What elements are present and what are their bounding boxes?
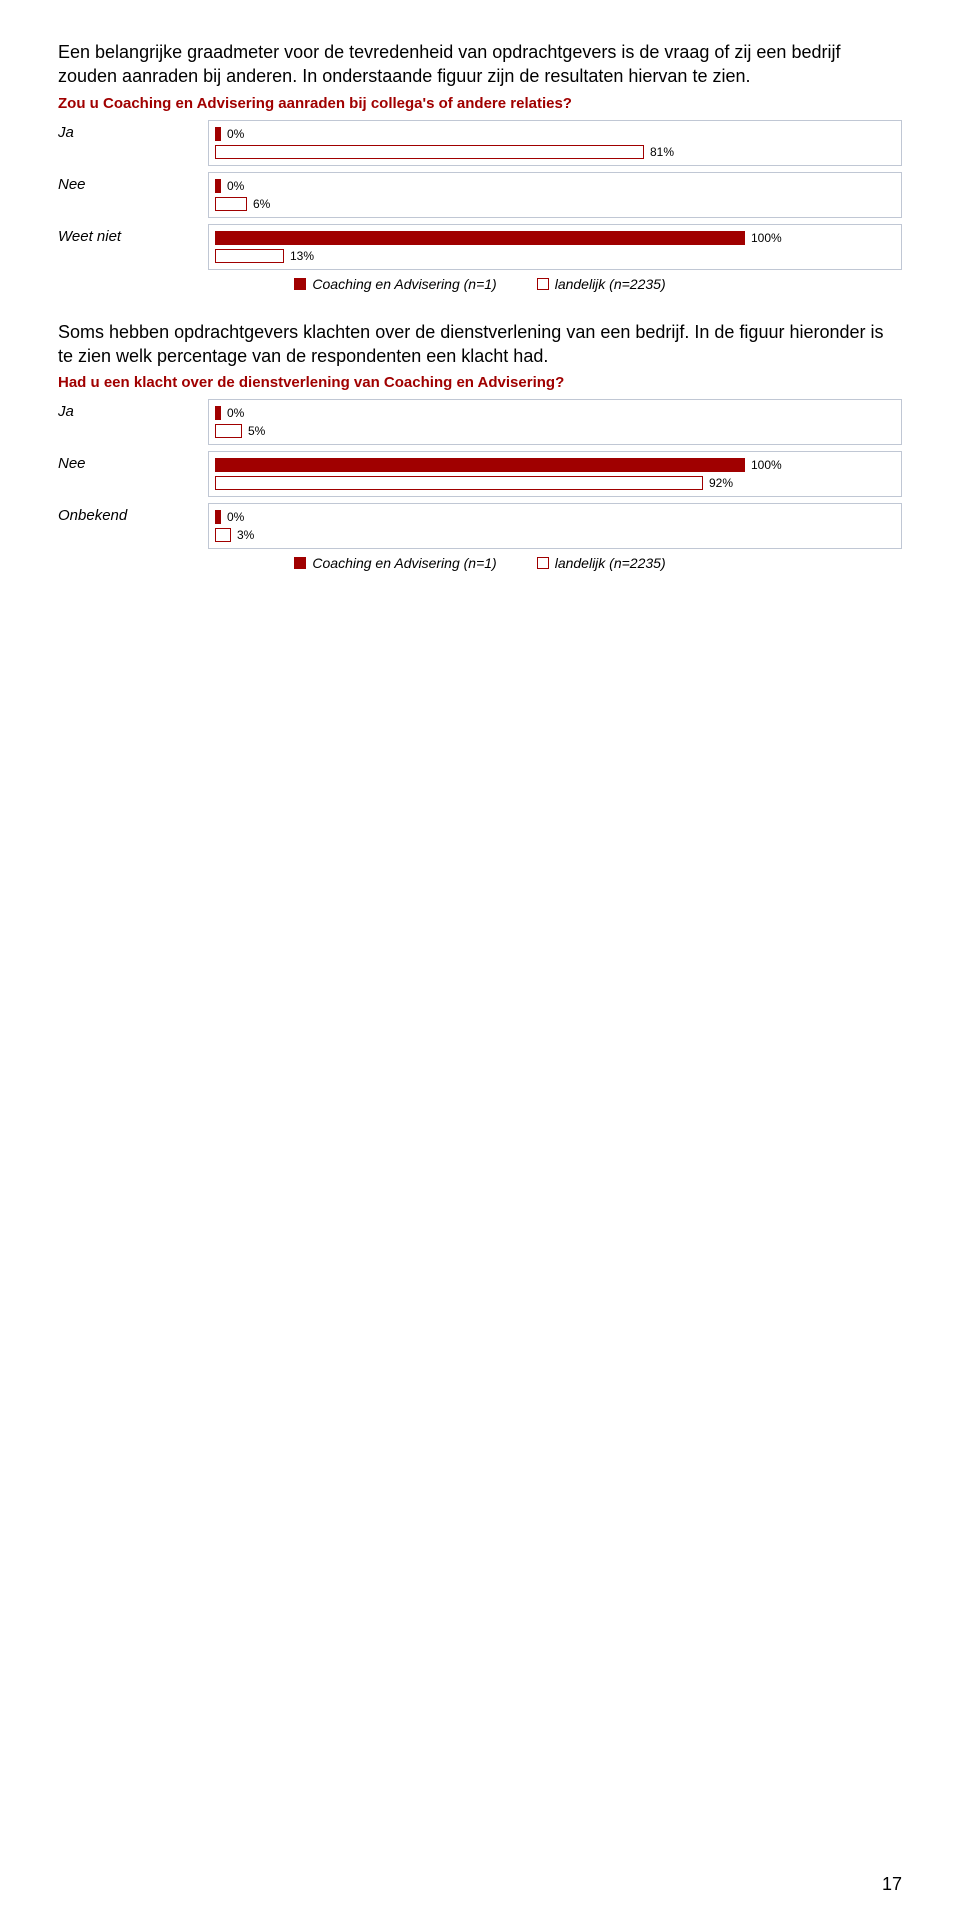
chart-row-bars: 0% 5% [208, 399, 902, 445]
chart-bar-series2 [215, 476, 703, 490]
chart-bar-line: 0% [215, 177, 895, 195]
chart-row: Onbekend0%3% [58, 503, 902, 549]
chart-bar-line: 100% [215, 456, 895, 474]
chart-bar-value: 3% [237, 528, 254, 542]
chart-bar-series1 [215, 179, 221, 193]
chart-row-bars: 0% 81% [208, 120, 902, 166]
chart-bar-series2 [215, 145, 644, 159]
chart-bar-series1 [215, 231, 745, 245]
chart-bar [215, 458, 745, 472]
chart2: Ja0%5%Nee100%92%Onbekend0%3%Coaching en … [58, 399, 902, 571]
chart-bar-value: 100% [751, 231, 782, 245]
chart-bar-line: 3% [215, 526, 895, 544]
chart-bar-series2 [215, 249, 284, 263]
legend-swatch-icon [294, 278, 306, 290]
chart-row: Nee 0% 6% [58, 172, 902, 218]
chart-bar-line: 13% [215, 247, 895, 265]
intro-paragraph-2: Soms hebben opdrachtgevers klachten over… [58, 320, 902, 369]
chart-row-label: Weet niet [58, 224, 208, 245]
chart-bar [215, 197, 247, 211]
chart-bar [215, 127, 221, 141]
chart-row-label: Nee [58, 451, 208, 472]
chart-legend: Coaching en Advisering (n=1) landelijk (n… [58, 555, 902, 571]
chart-bar [215, 406, 221, 420]
chart-bar-line: 81% [215, 143, 895, 161]
legend-label: Coaching en Advisering (n=1) [312, 555, 496, 571]
chart-legend: Coaching en Advisering (n=1) landelijk (n… [58, 276, 902, 292]
legend-swatch-icon [294, 557, 306, 569]
chart-bar-line: 100% [215, 229, 895, 247]
chart-bar [215, 145, 644, 159]
chart1-question: Zou u Coaching en Advisering aanraden bi… [58, 95, 902, 112]
chart-bar-line: 92% [215, 474, 895, 492]
chart-bar-value: 13% [290, 249, 314, 263]
intro-paragraph-1: Een belangrijke graadmeter voor de tevre… [58, 40, 902, 89]
chart-row-bars: 0%3% [208, 503, 902, 549]
chart2-question: Had u een klacht over de dienstverlening… [58, 374, 902, 391]
chart-bar [215, 249, 284, 263]
chart-row-label: Onbekend [58, 503, 208, 524]
chart1: Ja 0% 81% Nee 0% 6% Weet niet 100% 13% Coaching e… [58, 120, 902, 292]
legend-swatch-icon [537, 557, 549, 569]
chart-bar [215, 510, 221, 524]
chart-row-label: Nee [58, 172, 208, 193]
chart-legend-item: Coaching en Advisering (n=1) [294, 276, 496, 292]
chart-bar-value: 5% [248, 424, 265, 438]
chart-row-bars: 100% 13% [208, 224, 902, 270]
chart-bar-line: 0% [215, 508, 895, 526]
chart-bar-value: 81% [650, 145, 674, 159]
chart-bar-line: 0% [215, 125, 895, 143]
chart-bar [215, 476, 703, 490]
chart-legend-item: Coaching en Advisering (n=1) [294, 555, 496, 571]
chart-bar-series2 [215, 424, 242, 438]
chart-row: Weet niet 100% 13% [58, 224, 902, 270]
chart-row-bars: 0% 6% [208, 172, 902, 218]
chart-legend-item: landelijk (n=2235) [537, 555, 666, 571]
legend-swatch-icon [537, 278, 549, 290]
chart-bar [215, 179, 221, 193]
chart-bar-value: 0% [227, 510, 244, 524]
chart-row: Ja 0% 5% [58, 399, 902, 445]
legend-label: Coaching en Advisering (n=1) [312, 276, 496, 292]
legend-label: landelijk (n=2235) [555, 555, 666, 571]
chart-bar-line: 6% [215, 195, 895, 213]
chart-row-label: Ja [58, 120, 208, 141]
chart-bar [215, 528, 231, 542]
chart-bar-series1 [215, 458, 745, 472]
chart-bar-series1 [215, 510, 221, 524]
chart-bar [215, 424, 242, 438]
chart-bar-value: 100% [751, 458, 782, 472]
chart-bar-value: 0% [227, 179, 244, 193]
chart-bar [215, 231, 745, 245]
chart-bar-line: 0% [215, 404, 895, 422]
chart-row: Nee 100% 92% [58, 451, 902, 497]
chart-bar-line: 5% [215, 422, 895, 440]
chart-legend-item: landelijk (n=2235) [537, 276, 666, 292]
chart-row: Ja 0% 81% [58, 120, 902, 166]
page-number: 17 [882, 1874, 902, 1895]
chart-row-label: Ja [58, 399, 208, 420]
chart-bar-series1 [215, 406, 221, 420]
chart-bar-value: 0% [227, 406, 244, 420]
chart-bar-series2 [215, 197, 247, 211]
chart-bar-value: 6% [253, 197, 270, 211]
chart-row-bars: 100% 92% [208, 451, 902, 497]
chart-bar-value: 92% [709, 476, 733, 490]
chart-bar-value: 0% [227, 127, 244, 141]
chart-bar-series2 [215, 528, 231, 542]
legend-label: landelijk (n=2235) [555, 276, 666, 292]
chart-bar-series1 [215, 127, 221, 141]
